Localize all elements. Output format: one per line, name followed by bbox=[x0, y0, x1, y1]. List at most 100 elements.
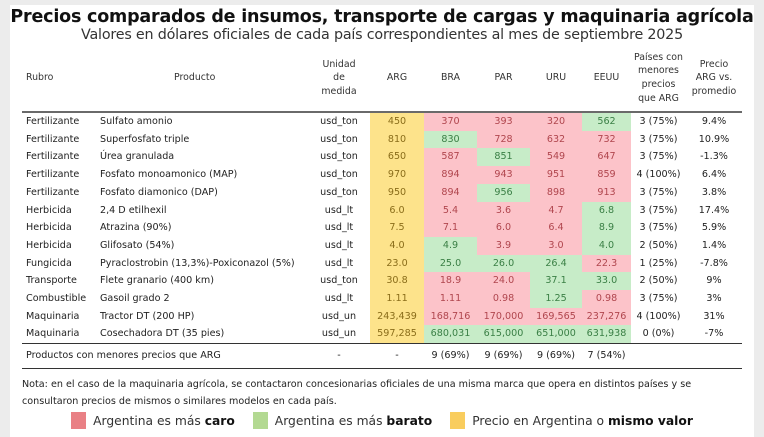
cell-producto: Tractor DT (200 HP) bbox=[100, 310, 195, 322]
header-paises-line: precios bbox=[641, 79, 676, 90]
cell-producto: Gasoil grado 2 bbox=[100, 293, 170, 305]
summary-bra: 9 (69%) bbox=[424, 343, 477, 370]
cell-par: 943 bbox=[477, 166, 530, 184]
legend-bold: caro bbox=[204, 413, 235, 428]
header-unidad: Unidad de medida bbox=[308, 45, 370, 113]
summary-eeuu: 7 (54%) bbox=[582, 343, 631, 370]
cell-bra: 680,031 bbox=[424, 325, 477, 345]
cell-precio: 10.9% bbox=[698, 133, 730, 145]
table-row: Fertilizante Fosfato diamonico (DAP) usd_t… bbox=[22, 183, 742, 202]
cell-unidad: usd_ton bbox=[320, 186, 358, 198]
cell-arg: 243,439 bbox=[370, 307, 424, 326]
cell-unidad: usd_ton bbox=[320, 116, 358, 127]
cell-paises: 3 (75%) bbox=[639, 151, 678, 163]
cell-par: 393 bbox=[477, 112, 530, 131]
table-body: Fertilizante Sulfato amonio usd_ton 450 370 3… bbox=[22, 112, 742, 345]
footnote: Nota: en el caso de la maquinaria agríco… bbox=[22, 379, 692, 407]
summary-empty bbox=[686, 343, 742, 370]
cell-precio: -7.8% bbox=[700, 257, 728, 269]
cell-rubro: Herbicida bbox=[26, 204, 72, 216]
legend-text: Precio en Argentina o bbox=[472, 413, 608, 428]
legend-swatch-green bbox=[252, 412, 268, 429]
cell-par: 3.9 bbox=[477, 236, 530, 255]
cell-arg: 950 bbox=[370, 183, 424, 202]
table-row: Fertilizante Fosfato monoamonico (MAP) usd… bbox=[22, 166, 742, 184]
table-row: Herbicida Atrazina (90%) usd_lt 7.5 7.1 6.0 6.… bbox=[22, 219, 742, 237]
cell-eeuu: 22.3 bbox=[582, 254, 631, 273]
cell-bra: 587 bbox=[424, 148, 477, 167]
cell-rubro: Fertilizante bbox=[26, 116, 80, 127]
cell-rubro: Fungicida bbox=[26, 257, 72, 269]
cell-unidad: usd_lt bbox=[324, 239, 354, 251]
cell-paises: 1 (25%) bbox=[639, 257, 678, 269]
cell-producto: Pyraclostrobin (13,3%)-Poxiconazol (5%) bbox=[100, 257, 295, 269]
cell-eeuu: 0.98 bbox=[582, 290, 631, 308]
cell-paises: 4 (100%) bbox=[636, 169, 681, 181]
summary-row: Productos con menores precios que ARG - … bbox=[22, 343, 742, 370]
page-subtitle: Valores en dólares oficiales de cada paí… bbox=[81, 27, 683, 43]
header-precio-line: promedio bbox=[691, 85, 737, 97]
cell-par: 851 bbox=[477, 148, 530, 167]
cell-uru: 169,565 bbox=[530, 307, 582, 326]
cell-eeuu: 732 bbox=[582, 130, 631, 149]
header-rubro: Rubro bbox=[22, 45, 96, 113]
cell-unidad: usd_ton bbox=[320, 275, 358, 287]
header-producto: Producto bbox=[96, 45, 308, 113]
cell-unidad: usd_ton bbox=[320, 133, 358, 145]
summary-uru: 9 (69%) bbox=[530, 343, 582, 370]
cell-arg: 7.5 bbox=[370, 219, 424, 237]
header-bra: BRA bbox=[424, 45, 477, 113]
header-unidad-line: Unidad bbox=[322, 58, 356, 70]
cell-eeuu: 6.8 bbox=[582, 201, 631, 220]
cell-bra: 18.9 bbox=[424, 272, 477, 291]
cell-uru: 3.0 bbox=[530, 236, 582, 255]
cell-eeuu: 33.0 bbox=[582, 272, 631, 291]
cell-par: 956 bbox=[477, 183, 530, 202]
cell-producto: Atrazina (90%) bbox=[100, 222, 172, 234]
cell-uru: 951 bbox=[530, 166, 582, 184]
header-unidad-line: medida bbox=[321, 85, 357, 97]
cell-rubro: Herbicida bbox=[26, 222, 72, 234]
cell-paises: 3 (75%) bbox=[639, 116, 678, 127]
header-precio-line: Precio bbox=[699, 58, 729, 70]
summary-arg: - bbox=[370, 343, 424, 370]
legend-text: Argentina es más bbox=[93, 413, 205, 428]
cell-paises: 3 (75%) bbox=[639, 204, 678, 216]
cell-eeuu: 859 bbox=[582, 166, 631, 184]
cell-rubro: Fertilizante bbox=[26, 151, 80, 163]
cell-bra: 5.4 bbox=[424, 201, 477, 220]
cell-arg: 450 bbox=[370, 112, 424, 131]
cell-unidad: usd_lt bbox=[324, 257, 354, 269]
cell-producto: Fosfato diamonico (DAP) bbox=[100, 186, 218, 198]
cell-eeuu: 8.9 bbox=[582, 219, 631, 237]
cell-unidad: usd_lt bbox=[324, 293, 354, 305]
cell-arg: 6.0 bbox=[370, 201, 424, 220]
cell-rubro: Transporte bbox=[26, 275, 77, 287]
table-row: Fertilizante Úrea granulada usd_ton 650 587 8… bbox=[22, 148, 742, 167]
cell-eeuu: 237,276 bbox=[582, 307, 631, 326]
cell-paises: 2 (50%) bbox=[639, 239, 678, 251]
header-precio-line: ARG vs. bbox=[695, 72, 733, 84]
cell-precio: -7% bbox=[686, 325, 742, 345]
cell-paises: 3 (75%) bbox=[639, 222, 678, 234]
cell-uru: 898 bbox=[530, 183, 582, 202]
cell-par: 728 bbox=[477, 130, 530, 149]
cell-bra: 1.11 bbox=[424, 290, 477, 308]
cell-bra: 894 bbox=[424, 183, 477, 202]
cell-rubro: Combustible bbox=[26, 293, 87, 305]
cell-producto: 2,4 D etilhexil bbox=[100, 204, 167, 216]
cell-bra: 894 bbox=[424, 166, 477, 184]
summary-empty bbox=[631, 343, 686, 370]
cell-producto: Fosfato monoamonico (MAP) bbox=[100, 169, 238, 181]
cell-par: 6.0 bbox=[477, 219, 530, 237]
header-arg: ARG bbox=[370, 45, 424, 113]
cell-arg: 650 bbox=[370, 148, 424, 167]
cell-unidad: usd_lt bbox=[324, 204, 354, 216]
cell-arg: 1.11 bbox=[370, 290, 424, 308]
legend-label: Argentina es más barato bbox=[275, 414, 432, 428]
header-uru: URU bbox=[530, 45, 582, 113]
cell-uru: 6.4 bbox=[530, 219, 582, 237]
cell-rubro: Fertilizante bbox=[26, 169, 80, 181]
cell-precio: 5.9% bbox=[701, 222, 727, 234]
cell-precio: 9% bbox=[706, 275, 722, 287]
